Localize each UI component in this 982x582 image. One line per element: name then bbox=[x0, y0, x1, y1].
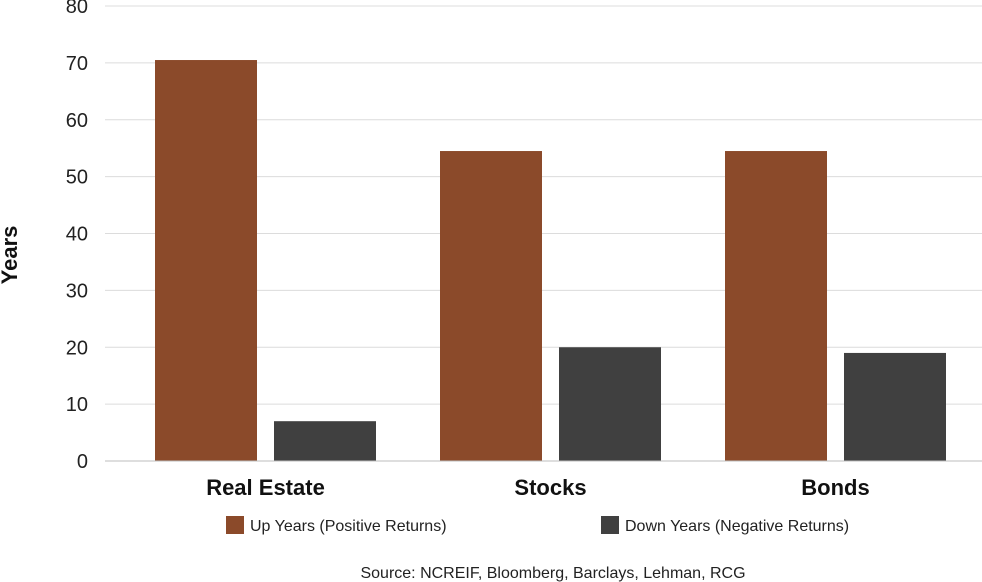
y-tick-label: 80 bbox=[66, 0, 88, 18]
legend: Up Years (Positive Returns) Down Years (… bbox=[226, 516, 849, 535]
category-labels: Real Estate Stocks Bonds bbox=[206, 475, 870, 500]
y-tick-label: 20 bbox=[66, 337, 88, 359]
bar-stocks-up bbox=[440, 151, 542, 461]
category-label: Stocks bbox=[514, 475, 586, 500]
y-tick-label: 50 bbox=[66, 167, 88, 189]
bar-real-estate-down bbox=[274, 421, 376, 461]
category-label: Real Estate bbox=[206, 475, 325, 500]
y-tick-label: 40 bbox=[66, 224, 88, 246]
y-tick-label: 30 bbox=[66, 280, 88, 302]
y-tick-label: 0 bbox=[77, 451, 88, 473]
legend-swatch-down-years bbox=[601, 516, 619, 534]
bar-stocks-down bbox=[559, 347, 661, 461]
bar-bonds-down bbox=[844, 352, 946, 461]
source-note: Source: NCREIF, Bloomberg, Barclays, Leh… bbox=[360, 565, 745, 582]
bars bbox=[155, 60, 946, 461]
y-tick-labels: 0 10 20 30 40 50 60 70 80 bbox=[66, 0, 88, 473]
y-tick-label: 70 bbox=[66, 53, 88, 75]
category-label: Bonds bbox=[801, 475, 869, 500]
y-tick-label: 10 bbox=[66, 394, 88, 416]
y-tick-label: 60 bbox=[66, 110, 88, 132]
legend-swatch-up-years bbox=[226, 516, 244, 534]
bar-real-estate-up bbox=[155, 60, 257, 461]
y-axis-label: Years bbox=[0, 226, 22, 285]
legend-label-up-years: Up Years (Positive Returns) bbox=[250, 518, 447, 535]
bar-bonds-up bbox=[725, 151, 827, 461]
legend-label-down-years: Down Years (Negative Returns) bbox=[625, 518, 849, 535]
